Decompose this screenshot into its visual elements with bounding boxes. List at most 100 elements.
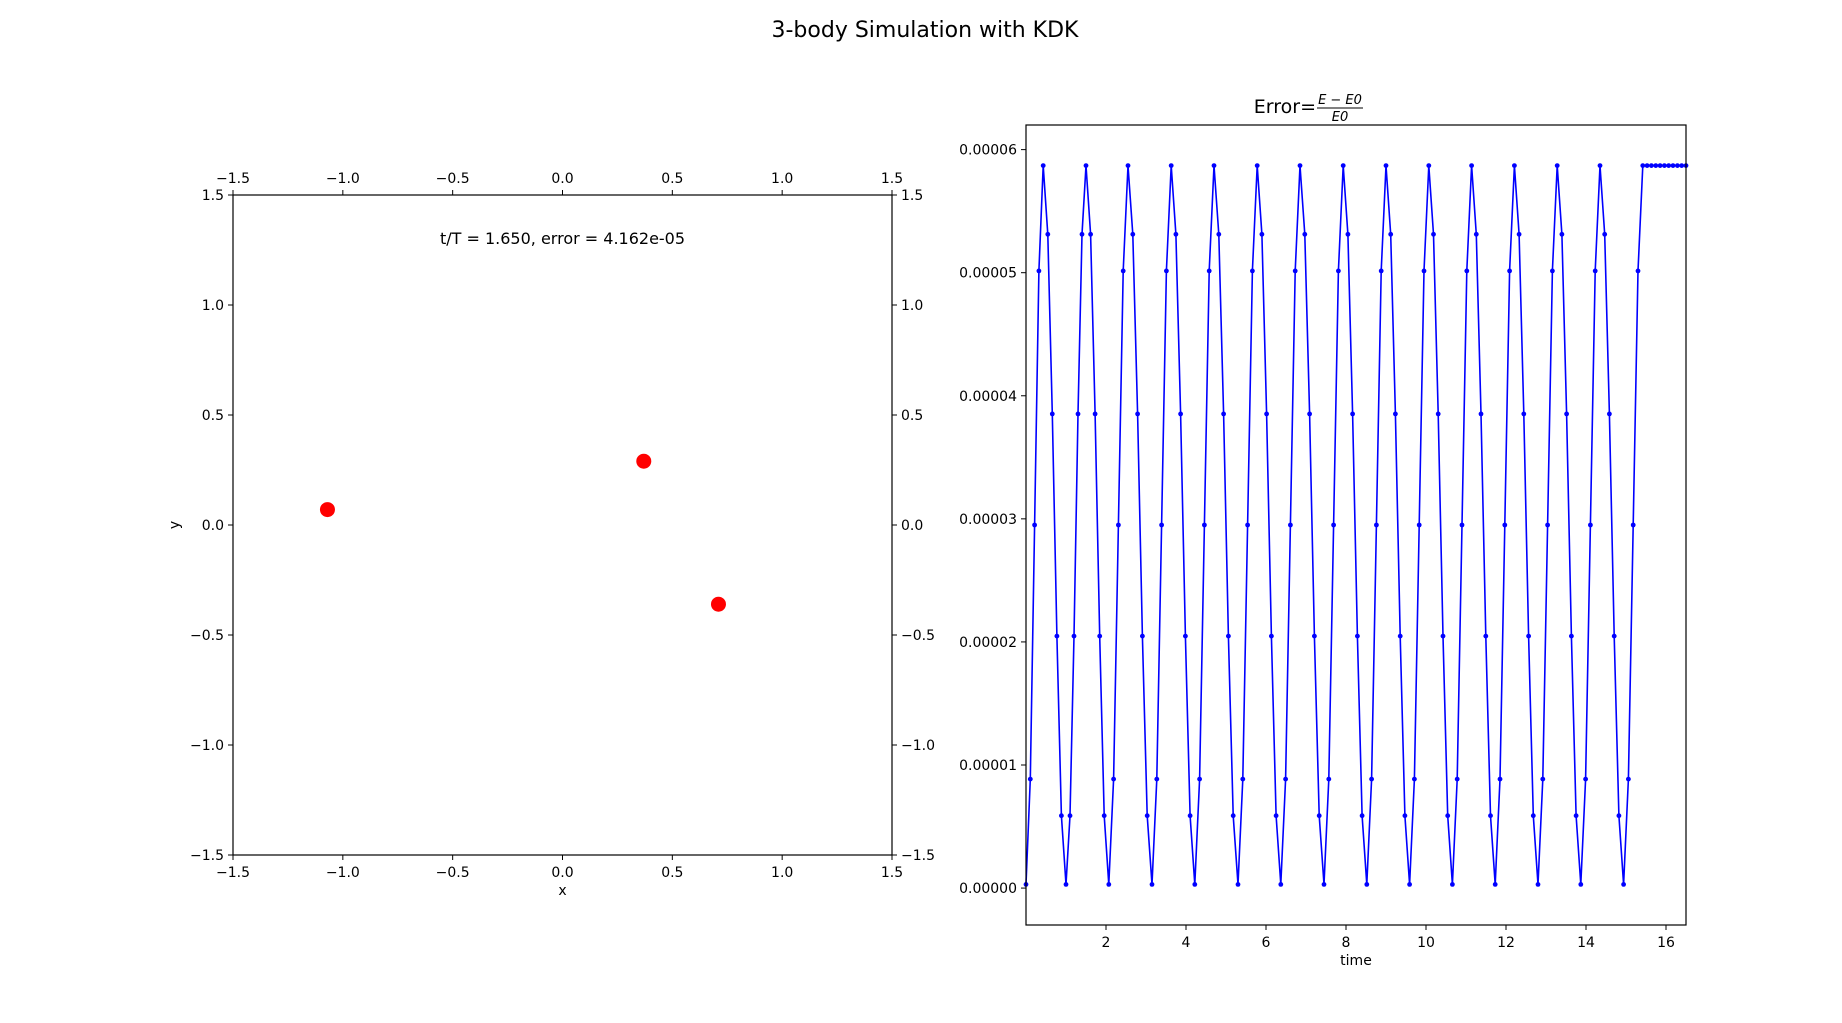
error-point — [1321, 882, 1327, 887]
y-tick-label: 0.00000 — [959, 881, 1017, 897]
error-point — [1426, 163, 1432, 169]
y-tick-label-right: 0.5 — [901, 408, 923, 424]
x-tick-label-top: −0.5 — [436, 171, 470, 187]
error-point — [1469, 163, 1474, 169]
error-point — [1173, 231, 1179, 237]
x-tick-label: 10 — [1417, 935, 1435, 951]
y-tick-label: 0.00002 — [959, 635, 1017, 651]
body-markers — [319, 453, 726, 612]
error-point — [1101, 813, 1107, 819]
figure-title: 3-body Simulation with KDK — [772, 18, 1080, 43]
error-point — [1075, 411, 1081, 417]
error-point — [1588, 522, 1593, 528]
error-point — [1383, 163, 1389, 169]
error-point — [1616, 813, 1622, 819]
y-tick-label-left: 0.0 — [202, 518, 224, 534]
y-tick-label: 0.00001 — [959, 758, 1017, 774]
error-point — [1492, 882, 1498, 887]
positions-panel: −1.5−1.5−1.5 −1.5−1.0−1.0−1.0 −1.0−0.5−0.5… — [167, 171, 935, 899]
error-title-denominator: E0 — [1332, 110, 1349, 125]
error-point — [1092, 411, 1098, 417]
error-point — [1111, 776, 1116, 782]
error-point — [1202, 522, 1207, 528]
error-point — [1063, 882, 1069, 887]
y-tick-label-left: −1.5 — [190, 848, 224, 864]
error-point — [1032, 522, 1037, 528]
x-tick-label-bottom: 0.5 — [661, 865, 683, 881]
error-point — [1331, 522, 1336, 528]
error-point — [1478, 411, 1484, 417]
error-point — [1416, 522, 1422, 528]
error-point — [1154, 776, 1160, 782]
error-point — [1450, 882, 1455, 887]
error-point — [1197, 776, 1202, 782]
error-point — [1611, 633, 1617, 639]
error-point — [1140, 633, 1145, 639]
x-tick-label: 6 — [1262, 935, 1271, 951]
y-tick-label-right: −1.0 — [901, 738, 935, 754]
error-point — [1235, 882, 1241, 887]
error-point — [1621, 882, 1626, 887]
error-point — [1497, 776, 1503, 782]
error-point — [1530, 813, 1536, 819]
error-ticks: 2 4 6 8 10 12 14 16 0.00000 0.00001 0.00002 0.00003… — [959, 143, 1675, 951]
error-panel: 2 4 6 8 10 12 14 16 0.00000 0.00001 0.00002 0.00003… — [959, 93, 1689, 969]
error-point — [1564, 411, 1569, 417]
error-point — [1221, 411, 1226, 417]
error-point — [1273, 813, 1279, 819]
error-point — [1435, 411, 1441, 417]
x-tick-label-bottom: −0.5 — [436, 865, 470, 881]
error-point — [1264, 411, 1269, 417]
error-point — [1431, 231, 1436, 237]
y-tick-label-right: −0.5 — [901, 628, 935, 644]
error-point — [1369, 776, 1374, 782]
error-point — [1250, 268, 1255, 274]
x-tick-label-bottom: −1.0 — [326, 865, 360, 881]
error-point — [1067, 813, 1073, 819]
error-point — [1364, 882, 1370, 887]
x-tick-label-top: 1.5 — [881, 171, 903, 187]
error-point — [1159, 522, 1164, 528]
x-tick-label-top: 0.0 — [551, 171, 573, 187]
x-tick-label: 2 — [1102, 935, 1111, 951]
positions-y-axis-label: y — [167, 521, 183, 529]
error-point — [1355, 633, 1360, 639]
error-point — [1036, 268, 1042, 274]
error-point — [1635, 268, 1641, 274]
error-point — [1554, 163, 1560, 169]
error-point — [1192, 882, 1198, 887]
error-point — [1459, 522, 1465, 528]
error-point — [1602, 231, 1608, 237]
error-title: Error= — [1254, 96, 1316, 118]
x-tick-label-top: 1.0 — [771, 171, 793, 187]
error-point — [1259, 231, 1265, 237]
error-point — [1670, 163, 1676, 169]
error-point — [1059, 813, 1064, 819]
y-tick-label: 0.00006 — [959, 143, 1017, 159]
y-tick-label-left: 0.5 — [202, 408, 224, 424]
x-tick-label: 4 — [1182, 935, 1191, 951]
error-point — [1269, 633, 1274, 639]
error-point — [1666, 163, 1672, 169]
error-point — [1211, 163, 1217, 169]
error-point — [1412, 776, 1417, 782]
error-point — [1106, 882, 1112, 887]
error-point — [1407, 882, 1412, 887]
error-point — [1283, 776, 1288, 782]
x-tick-label-top: 0.5 — [661, 171, 683, 187]
positions-x-axis-label: x — [558, 883, 566, 899]
error-point — [1488, 813, 1493, 819]
error-point — [1454, 776, 1460, 782]
error-point — [1054, 633, 1060, 639]
x-tick-label-bottom: −1.5 — [216, 865, 250, 881]
error-point — [1521, 411, 1527, 417]
body-marker — [319, 502, 335, 518]
error-point — [1374, 522, 1379, 528]
y-tick-label: 0.00005 — [959, 266, 1017, 282]
y-tick-label-right: 1.0 — [901, 298, 923, 314]
error-point — [1550, 268, 1555, 274]
error-point — [1187, 813, 1193, 819]
error-point — [1378, 268, 1384, 274]
